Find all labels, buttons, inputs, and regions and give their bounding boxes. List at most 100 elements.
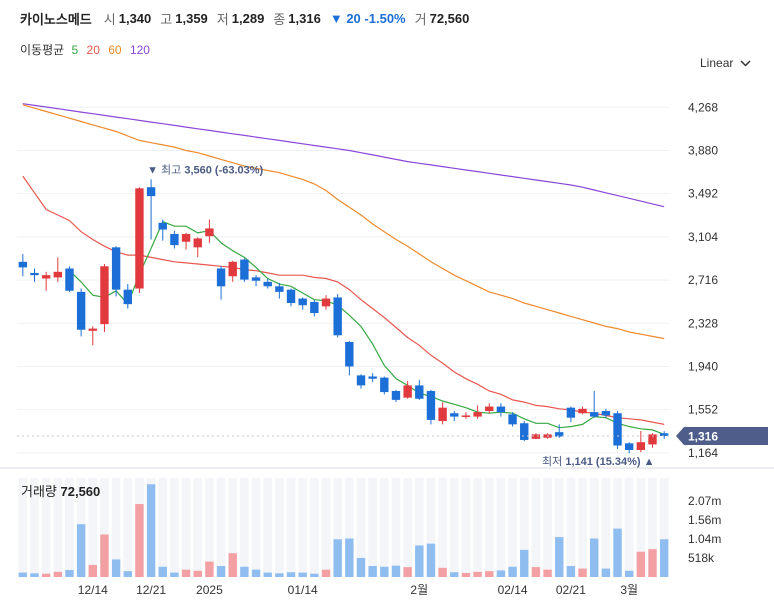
candle [76,288,86,337]
candle-body [298,298,307,306]
change-value: ▼ 20 -1.50% [330,11,406,26]
candle-body [76,291,86,330]
low-marker: 최저 1,141 (15.34%) ▲ [542,455,654,468]
date-tick-label: 2월 [410,583,428,597]
volume-bar [310,573,319,577]
volume-bar [123,571,132,577]
price-tick-label: 1,552 [688,403,718,417]
volume-bar [624,570,634,577]
volume-background-column [403,478,413,577]
candle-body [286,289,296,304]
volume-bar [65,570,74,577]
low-marker-value: 1,141 (15.34%) ▲ [565,456,654,468]
candle [30,268,39,282]
volume-background-column [111,478,121,577]
volume-background-column [356,478,366,577]
volume-bar [275,573,284,577]
volume-background-column [473,478,483,577]
candle [216,266,226,300]
volume-bar [391,565,401,577]
volume-background-column [543,478,552,577]
candle-body [345,341,354,367]
volume-background-column [193,478,203,577]
down-arrow-icon: ▼ [329,11,343,26]
candle-body [53,271,63,278]
candle-body [333,297,342,336]
volume-background-column [274,478,284,577]
quote-header: 카이노스메드 시 1,340 고 1,359 저 1,289 종 1,316 ▼ 20 … [20,9,478,28]
current-price-tag [676,426,768,445]
volume-bar [135,504,144,577]
volume-bar [76,524,86,577]
candle [228,260,237,282]
candle-body [520,423,529,440]
volume-background-column [449,478,459,577]
volume-background-column [321,478,331,577]
volume-bar [566,566,576,577]
candle-body [30,272,39,276]
scale-selector[interactable]: Linear [700,56,751,70]
candle-body [216,268,226,287]
candle-body [566,407,576,418]
volume-bar [100,534,109,577]
volume-bar [286,572,296,577]
candle [158,219,167,241]
volume-background-column [578,478,587,577]
price-tick-label: 1,164 [688,446,718,460]
candle [193,237,202,258]
candle [426,389,436,425]
candle-body [263,281,272,287]
volume-bar [170,572,179,577]
date-tick-label: 01/14 [288,583,318,597]
candle [566,406,576,423]
volume-background-column [601,478,611,577]
candle [636,431,646,453]
candles [18,179,669,454]
candle [263,278,272,289]
candle [65,266,74,292]
volume-background-column [624,478,634,577]
volume-bar [345,538,354,577]
candle [601,408,611,418]
volume-bar [193,570,202,577]
volume-bar [146,484,156,577]
volume-background-column [100,478,109,577]
candle-body [356,375,366,386]
candle [41,271,51,291]
candle-body [368,376,377,379]
candle [123,284,132,309]
volume-bar [555,537,564,577]
volume-bar [205,561,214,577]
volume-background-column [88,478,98,577]
volume-bar [520,549,529,577]
candle-body [240,259,249,280]
ma5-line [69,220,665,435]
volume-tick-label: 518k [688,551,715,565]
candle [473,405,482,419]
candle [531,433,541,439]
close-label: 종 [273,12,286,27]
volume-bar [380,566,389,577]
date-tick-label: 02/14 [498,583,528,597]
volume-background-column [41,478,51,577]
volume-background-column [613,478,622,577]
candle-body [111,247,121,290]
candle [520,421,529,442]
candle [100,264,109,332]
candle-body [426,390,436,420]
date-tick-label: 12/21 [136,583,166,597]
volume-bar [601,568,611,577]
volume-bar [158,566,167,577]
candle [333,294,342,338]
candle [240,258,249,282]
candle-body [321,298,331,307]
volume-bar [485,571,494,577]
volume-background-column [204,478,214,577]
candle [146,179,156,240]
volume-background-column [566,478,576,577]
candle-body [41,275,51,279]
volume-bar [240,566,249,577]
candle [659,431,669,439]
volume-bar [473,571,482,577]
candle-body [380,377,389,393]
